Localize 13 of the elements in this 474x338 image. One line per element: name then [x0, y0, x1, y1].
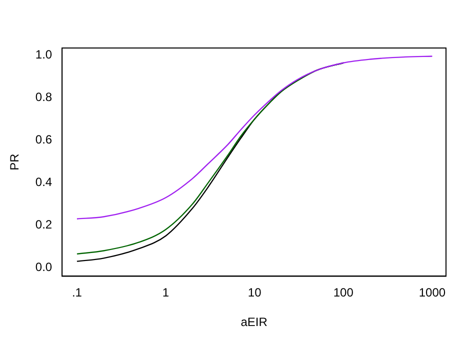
- x-tick-label: 10: [248, 286, 262, 300]
- x-axis-title: aEIR: [240, 315, 268, 330]
- x-tick-label: 1: [162, 286, 170, 300]
- y-tick-label: 0.4: [35, 175, 52, 190]
- x-tick-label: 1000: [418, 286, 446, 300]
- y-tick-label: 0.8: [35, 90, 52, 104]
- y-axis-title: PR: [8, 153, 22, 170]
- y-tick-label: 0.2: [35, 218, 52, 232]
- y-tick-label: 0.6: [35, 132, 52, 147]
- x-tick-label: 100: [333, 286, 354, 300]
- x-tick-label: .1: [72, 286, 82, 300]
- y-tick-label: 0.0: [35, 260, 52, 274]
- y-tick-label: 1.0: [35, 48, 52, 62]
